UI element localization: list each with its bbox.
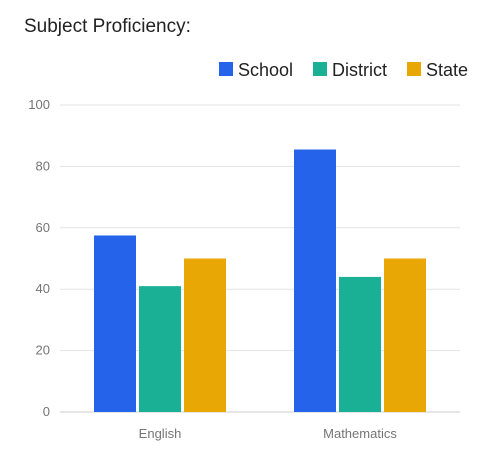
legend-swatch-school: [219, 62, 233, 76]
legend-label-school: School: [238, 60, 293, 80]
x-tick-label: English: [139, 426, 182, 441]
bar-state-english: [184, 258, 226, 412]
bar-district-mathematics: [339, 276, 381, 412]
bar-district-english: [139, 286, 181, 412]
y-tick-label: 60: [36, 220, 50, 235]
legend-swatch-state: [407, 62, 421, 76]
legend: School District State: [219, 60, 468, 80]
x-tick-label: Mathematics: [323, 426, 397, 441]
chart-title: Subject Proficiency:: [24, 16, 191, 37]
legend-swatch-district: [313, 62, 327, 76]
legend-label-state: State: [426, 60, 468, 80]
y-axis-ticks: 0 20 40 60 80 100: [28, 97, 50, 419]
y-tick-label: 100: [28, 97, 50, 112]
y-tick-label: 0: [43, 404, 50, 419]
y-tick-label: 20: [36, 343, 50, 358]
y-tick-label: 80: [36, 158, 50, 173]
x-axis-ticks: English Mathematics: [139, 426, 398, 441]
bars: [94, 149, 426, 412]
bar-state-mathematics: [384, 258, 426, 412]
bar-school-english: [94, 235, 136, 412]
legend-label-district: District: [332, 60, 387, 80]
bar-school-mathematics: [294, 149, 336, 412]
y-tick-label: 40: [36, 281, 50, 296]
